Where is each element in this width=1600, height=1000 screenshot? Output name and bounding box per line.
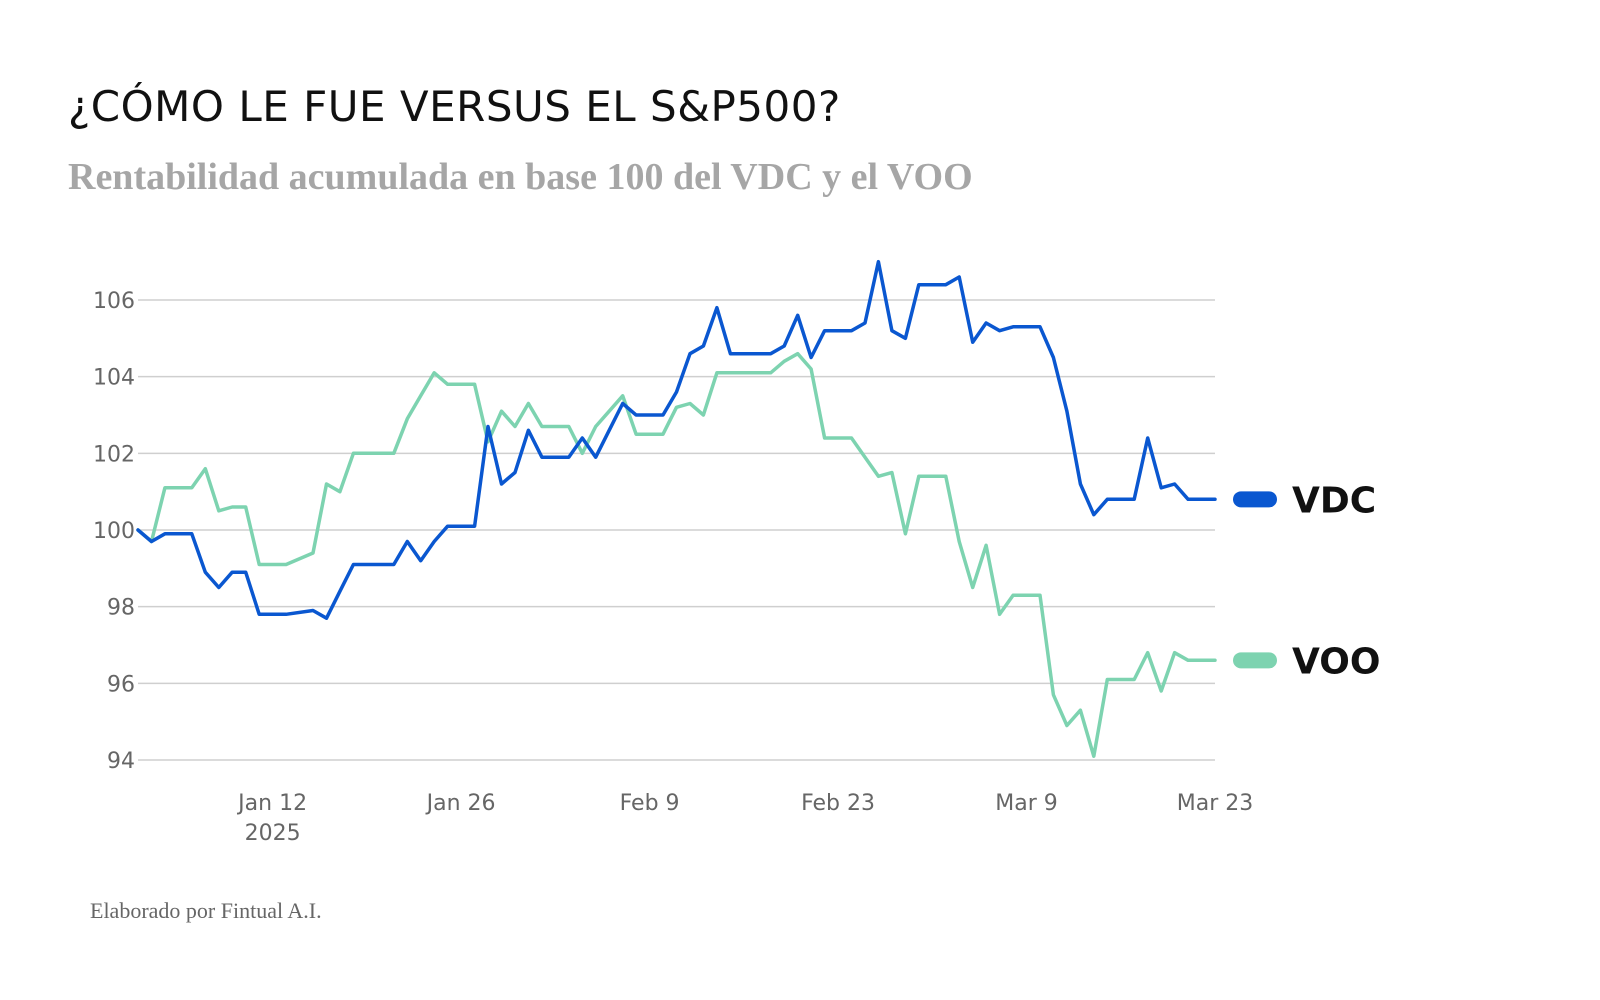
legend: VDC VOO — [1233, 480, 1380, 682]
series-line-voo — [136, 351, 1217, 758]
legend-swatch — [1233, 491, 1277, 508]
x-tick-sublabel: 2025 — [245, 821, 301, 846]
chart-subtitle: Rentabilidad acumulada en base 100 del V… — [68, 156, 973, 198]
chart-title: ¿CÓMO LE FUE VERSUS EL S&P500? — [68, 82, 841, 131]
series-lines — [136, 259, 1217, 758]
y-tick-label: 94 — [107, 749, 135, 774]
y-tick-label: 96 — [107, 672, 135, 697]
line-chart: 94 96 98 100 102 104 106 Jan 12 2025 Jan 26 Feb 9… — [93, 259, 1380, 846]
x-tick-label: Mar 9 — [995, 791, 1058, 816]
x-tick-label: Mar 23 — [1177, 791, 1254, 816]
legend-item-vdc: VDC — [1233, 480, 1376, 521]
legend-label: VOO — [1292, 641, 1380, 682]
credit-footer: Elaborado por Fintual A.I. — [90, 898, 322, 923]
y-tick-label: 100 — [93, 519, 135, 544]
y-tick-label: 104 — [93, 366, 135, 391]
y-tick-label: 98 — [107, 596, 135, 621]
y-tick-label: 102 — [93, 442, 135, 467]
y-tick-label: 106 — [93, 289, 135, 314]
x-tick-label: Jan 12 — [236, 791, 307, 816]
x-tick-label: Feb 9 — [620, 791, 680, 816]
gridlines — [138, 299, 1215, 761]
legend-label: VDC — [1292, 480, 1376, 521]
x-tick-label: Jan 26 — [425, 791, 496, 816]
legend-item-voo: VOO — [1233, 641, 1380, 682]
x-tick-label: Feb 23 — [801, 791, 875, 816]
series-line-vdc — [136, 259, 1217, 620]
x-axis-ticks: Jan 12 2025 Jan 26 Feb 9 Feb 23 Mar 9 Mar 23 — [236, 791, 1253, 846]
y-axis-ticks: 94 96 98 100 102 104 106 — [93, 289, 135, 774]
legend-swatch — [1233, 652, 1277, 669]
